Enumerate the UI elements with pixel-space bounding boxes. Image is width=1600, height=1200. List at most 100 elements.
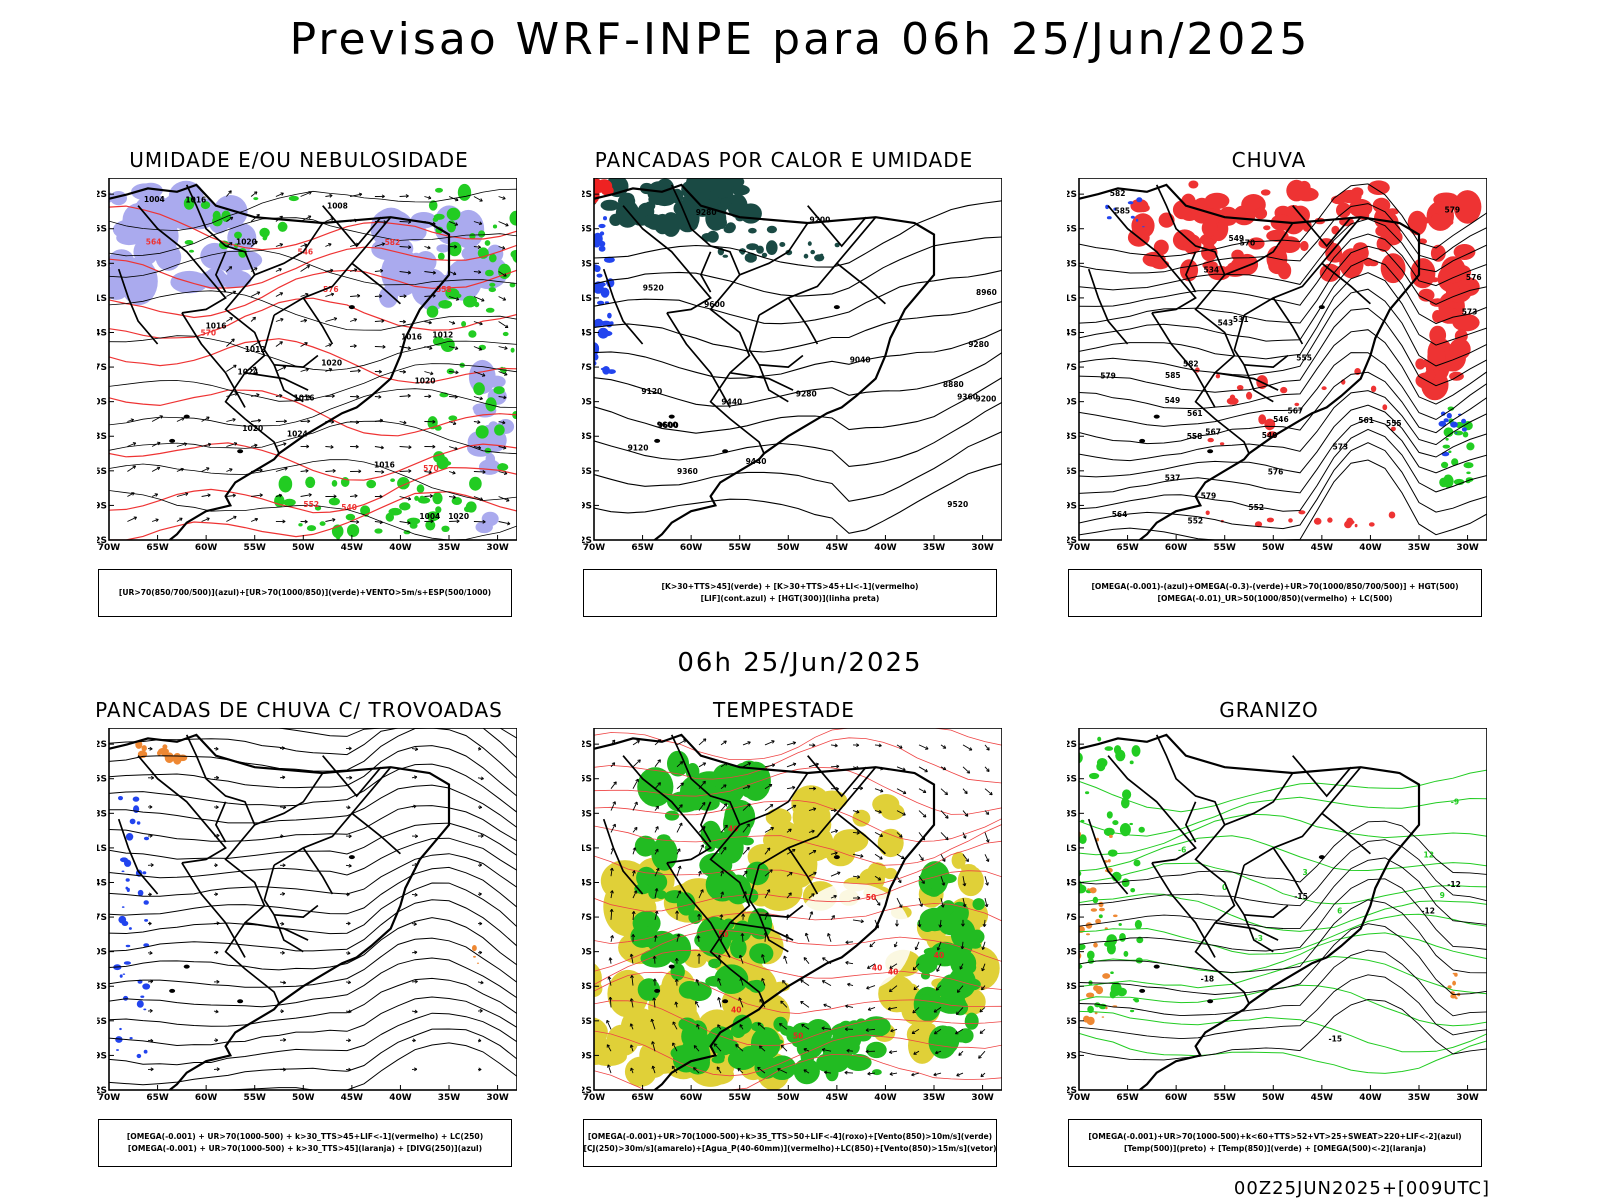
wind-vector — [399, 246, 411, 248]
map-pancadas-calor[interactable]: 9600960095209440936092809520944093609280… — [582, 178, 1002, 552]
wind-vector — [654, 910, 659, 915]
rain-area — [1429, 325, 1447, 345]
height-500-line — [1079, 371, 1487, 445]
map-chuva[interactable]: 5855825795795765735705675645615585555525… — [1067, 178, 1487, 552]
wind-vector — [275, 268, 282, 272]
wind-vector — [481, 298, 485, 302]
streamline-arrow — [414, 892, 418, 897]
wind-vector — [812, 807, 817, 812]
contour-label: 1012 — [245, 345, 266, 354]
wind-vector — [632, 911, 635, 920]
humidity-low-contour — [278, 475, 293, 493]
wind-vector — [374, 320, 385, 322]
wind-vector — [654, 826, 659, 833]
streamline-arrow — [413, 804, 417, 809]
wind-vector — [610, 909, 613, 920]
wind-vector — [300, 191, 312, 197]
border-line — [1243, 914, 1274, 953]
humidity-low-contour — [474, 301, 480, 308]
jet-area — [594, 1029, 608, 1060]
legend-line: [OMEGA(-0.01)_UR>50(1000/850)(vermelho) … — [1157, 594, 1393, 603]
wind-vector — [456, 519, 460, 524]
wind-vector — [250, 191, 258, 197]
wind-vector — [759, 1045, 766, 1052]
rain-area — [1201, 219, 1218, 238]
humidity-low-contour — [426, 305, 439, 318]
humidity-low-contour — [438, 300, 453, 309]
wind-vector — [897, 879, 902, 884]
wind-vector — [399, 271, 411, 274]
panel-granizo[interactable]: GRANIZO -12-15-15-18-12-9-6-303691212S15… — [1054, 698, 1487, 1188]
wind-vector — [742, 785, 751, 790]
wind-vector — [764, 869, 773, 877]
lat-tick-label: 18S — [1067, 259, 1077, 269]
lon-tick-label: 55W — [1213, 543, 1236, 552]
wind-vector — [761, 978, 766, 986]
wind-vector — [402, 369, 407, 374]
instability-area — [620, 192, 635, 205]
temp-850-contour — [1130, 1009, 1135, 1013]
temp-850-contour — [1131, 745, 1141, 757]
rain-area — [1130, 199, 1149, 213]
rain-area — [1370, 385, 1377, 392]
wind-vector — [788, 828, 792, 833]
map-umidade[interactable]: 1016101610161020102010201024102410201016… — [97, 178, 517, 552]
lat-tick-label: 15S — [97, 775, 107, 785]
border-line — [273, 914, 304, 953]
lat-tick-label: 30S — [582, 398, 592, 408]
wind-vector — [454, 346, 459, 351]
map-trovoadas[interactable]: 12S15S18S21S24S27S30S33S36S39S42S70W65W6… — [97, 728, 517, 1102]
rain-strong-area — [1462, 431, 1469, 438]
wind-vector — [226, 392, 238, 397]
wind-850-area — [930, 1029, 948, 1041]
streamline — [109, 957, 517, 1008]
streamline-arrow — [478, 892, 482, 897]
wind-vector — [845, 960, 849, 965]
divergence-contour — [142, 871, 147, 875]
lat-tick-label: 33S — [1067, 432, 1077, 442]
wind-vector — [921, 880, 925, 884]
wind-vector — [399, 346, 411, 349]
wind-vector — [697, 953, 701, 957]
legend-line: [OMEGA(-0.001)+UR>70(1000-500)+k<60+TTS>… — [1088, 1132, 1462, 1141]
wind-vector — [632, 847, 637, 851]
instability-area — [731, 184, 750, 196]
wind-vector — [812, 849, 817, 854]
wind-vector — [250, 518, 258, 522]
wind-vector — [629, 953, 634, 957]
temp-850-contour — [1133, 859, 1141, 867]
streamline-arrow — [215, 950, 219, 955]
omega-500-area — [1098, 901, 1104, 908]
streamline-arrow — [345, 864, 352, 867]
streamline-arrow — [414, 1009, 418, 1014]
wind-vector — [629, 998, 634, 1002]
humidity-low-contour — [437, 252, 445, 261]
instability-area — [744, 252, 757, 263]
thunderstorm-area — [164, 752, 175, 763]
wind-vector — [700, 889, 704, 893]
map-tempestade[interactable]: 405050404040405012S15S18S21S24S27S30S33S… — [582, 728, 1002, 1102]
map-granizo[interactable]: -12-15-15-18-12-9-6-303691212S15S18S21S2… — [1067, 728, 1487, 1102]
wind-vector — [250, 444, 258, 447]
wind-vector — [698, 889, 704, 899]
panel-pancadas-calor[interactable]: PANCADAS POR CALOR E UMIDADE 9600 9600 952… — [569, 148, 1002, 638]
rain-area — [1264, 418, 1276, 431]
omega-area — [1127, 201, 1134, 205]
wind-vector — [911, 1072, 915, 1077]
wind-vector — [354, 493, 358, 498]
pressure-line — [109, 459, 517, 501]
panel-tempestade[interactable]: TEMPESTADE 405050404040405012S15S18S21S2… — [569, 698, 1002, 1188]
wind-vector — [718, 997, 722, 1008]
height-500-line — [1079, 272, 1487, 360]
panel-trovoadas[interactable]: PANCADAS DE CHUVA C/ TROVOADAS 12S15S18S… — [84, 698, 517, 1188]
panel-chuva[interactable]: CHUVA 585 582 579 579 576 573 570 567 564 561 558 5… — [1054, 148, 1487, 638]
streamline-arrow — [282, 1038, 287, 1042]
wind-vector — [399, 421, 407, 424]
wind-vector — [918, 788, 927, 793]
wind-vector — [424, 371, 434, 375]
lif-contour — [597, 327, 609, 339]
wind-vector — [611, 762, 616, 766]
streamline-arrow — [149, 951, 153, 955]
panel-umidade[interactable]: UMIDADE E/OU NEBULOSIDADE 1016 1016 1016 10… — [84, 148, 517, 638]
wind-vector — [478, 347, 483, 351]
